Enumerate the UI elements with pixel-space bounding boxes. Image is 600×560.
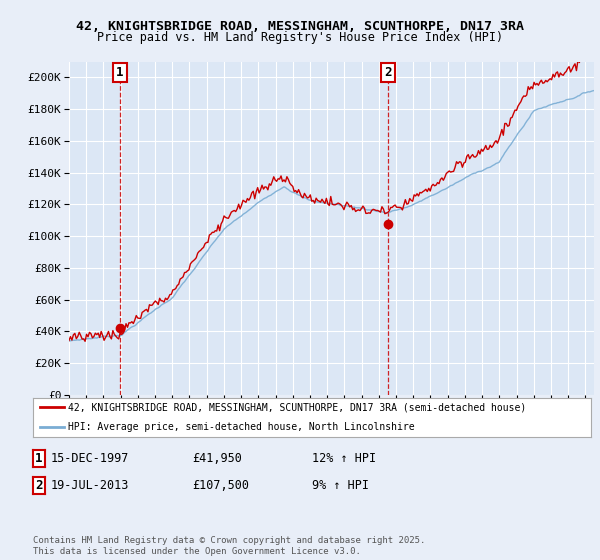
Text: Contains HM Land Registry data © Crown copyright and database right 2025.
This d: Contains HM Land Registry data © Crown c…	[33, 536, 425, 556]
Text: Price paid vs. HM Land Registry's House Price Index (HPI): Price paid vs. HM Land Registry's House …	[97, 31, 503, 44]
Text: 2: 2	[35, 479, 43, 492]
Text: 9% ↑ HPI: 9% ↑ HPI	[312, 479, 369, 492]
Text: 42, KNIGHTSBRIDGE ROAD, MESSINGHAM, SCUNTHORPE, DN17 3RA (semi-detached house): 42, KNIGHTSBRIDGE ROAD, MESSINGHAM, SCUN…	[68, 403, 526, 412]
Text: 1: 1	[35, 452, 43, 465]
Text: 2: 2	[385, 66, 392, 79]
Text: £107,500: £107,500	[192, 479, 249, 492]
Text: HPI: Average price, semi-detached house, North Lincolnshire: HPI: Average price, semi-detached house,…	[68, 422, 414, 432]
Text: £41,950: £41,950	[192, 452, 242, 465]
Text: 42, KNIGHTSBRIDGE ROAD, MESSINGHAM, SCUNTHORPE, DN17 3RA: 42, KNIGHTSBRIDGE ROAD, MESSINGHAM, SCUN…	[76, 20, 524, 32]
Text: 12% ↑ HPI: 12% ↑ HPI	[312, 452, 376, 465]
Text: 15-DEC-1997: 15-DEC-1997	[51, 452, 130, 465]
Text: 1: 1	[116, 66, 124, 79]
Text: 19-JUL-2013: 19-JUL-2013	[51, 479, 130, 492]
